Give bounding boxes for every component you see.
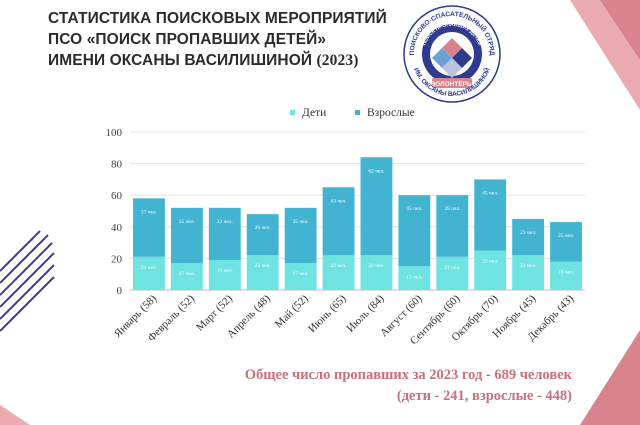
data-label-children: 17 чел.: [293, 271, 310, 277]
bar-adults: [360, 157, 393, 256]
title-year: (2023): [316, 52, 359, 69]
data-label-children: 15 чел.: [406, 274, 423, 280]
bar-children: [550, 261, 582, 290]
summary-line-1: Общее число пропавших за 2023 год - 689 …: [244, 367, 572, 383]
decor-bottom-right-triangle: [580, 330, 640, 425]
bar-children: [208, 259, 241, 290]
decor-top-right-triangle: [570, 0, 640, 110]
data-label-adults: 35 чел.: [293, 219, 310, 225]
bar-adults: [436, 195, 469, 257]
data-label-children: 18 чел.: [558, 270, 575, 276]
y-tick-label: 20: [111, 253, 123, 265]
data-label-adults: 25 чел.: [558, 233, 575, 239]
logo-emblem-icon: [432, 38, 472, 78]
data-label-adults: 39 чел.: [444, 206, 461, 212]
bar-children: [133, 256, 165, 290]
title-line-1: СТАТИСТИКА ПОИСКОВЫХ МЕРОПРИЯТИЙ: [48, 10, 387, 27]
bar-adults: [208, 207, 241, 260]
legend-swatch: [290, 110, 295, 115]
bar-children: [360, 255, 393, 290]
x-tick-label: Июнь (65): [306, 292, 349, 335]
decor-left-stripes: [0, 230, 55, 332]
data-label-children: 19 чел.: [217, 268, 234, 274]
x-tick-label: Май (52): [273, 292, 311, 330]
data-label-adults: 62 чел.: [368, 168, 385, 174]
data-label-adults: 23 чел.: [520, 230, 537, 236]
y-tick-label: 80: [111, 159, 123, 171]
y-tick-label: 40: [111, 222, 123, 234]
summary-line-2: (дети - 241, взрослые - 448): [396, 388, 572, 404]
data-label-adults: 35 чел.: [179, 219, 196, 225]
y-tick-label: 0: [117, 285, 123, 297]
data-label-children: 22 чел.: [368, 263, 385, 269]
bar-children: [322, 255, 355, 290]
data-label-children: 21 чел.: [444, 265, 461, 271]
bar-children: [398, 266, 431, 290]
data-label-children: 22 чел.: [255, 263, 272, 269]
y-tick-label: 60: [111, 190, 123, 202]
data-label-children: 17 чел.: [179, 271, 196, 277]
bar-adults: [550, 222, 582, 262]
bar-adults: [474, 179, 507, 251]
y-tick-label: 100: [106, 127, 123, 139]
bar-children: [284, 263, 317, 290]
bar-adults: [512, 218, 545, 256]
bar-children: [512, 255, 545, 290]
bar-children: [436, 256, 469, 290]
title-line-3: ИМЕНИ ОКСАНЫ ВАСИЛИШИНОЙ: [48, 52, 313, 69]
data-label-adults: 43 чел.: [330, 198, 347, 204]
decor-bottom-left-triangle: [0, 405, 30, 425]
data-label-adults: 33 чел.: [217, 219, 234, 225]
data-label-children: 21 чел.: [141, 265, 158, 271]
data-label-children: 25 чел.: [482, 259, 499, 265]
data-label-children: 22 чел.: [330, 263, 347, 269]
data-label-adults: 45 чел.: [406, 206, 423, 212]
bar-adults: [246, 214, 279, 256]
bar-adults: [170, 207, 203, 264]
legend-swatch: [355, 110, 360, 115]
data-label-children: 22 чел.: [520, 263, 537, 269]
legend-label: Взрослые: [367, 107, 415, 119]
title-line-2: ПСО «ПОИСК ПРОПАВШИХ ДЕТЕЙ»: [48, 31, 327, 48]
logo-band-text: ВОЛОНТЁРЫ: [431, 80, 474, 88]
bar-children: [246, 255, 279, 290]
bar-children: [170, 263, 203, 290]
page-title: СТАТИСТИКА ПОИСКОВЫХ МЕРОПРИЯТИЙ ПСО «ПО…: [48, 8, 408, 71]
bar-adults: [133, 198, 165, 257]
data-label-adults: 45 чел.: [482, 190, 499, 196]
bar-children: [474, 250, 507, 290]
bar-adults: [284, 207, 317, 264]
data-label-adults: 37 чел.: [141, 209, 158, 215]
bar-adults: [322, 187, 355, 256]
data-label-adults: 26 чел.: [255, 225, 272, 231]
bar-adults: [398, 195, 431, 267]
summary-text: Общее число пропавших за 2023 год - 689 …: [245, 365, 572, 407]
pso-logo: ПОИСКОВО-СПАСАТЕЛЬНЫЙ ОТРЯД ПОИСК ПРОПАВ…: [403, 5, 501, 103]
legend-label: Дети: [302, 107, 326, 119]
